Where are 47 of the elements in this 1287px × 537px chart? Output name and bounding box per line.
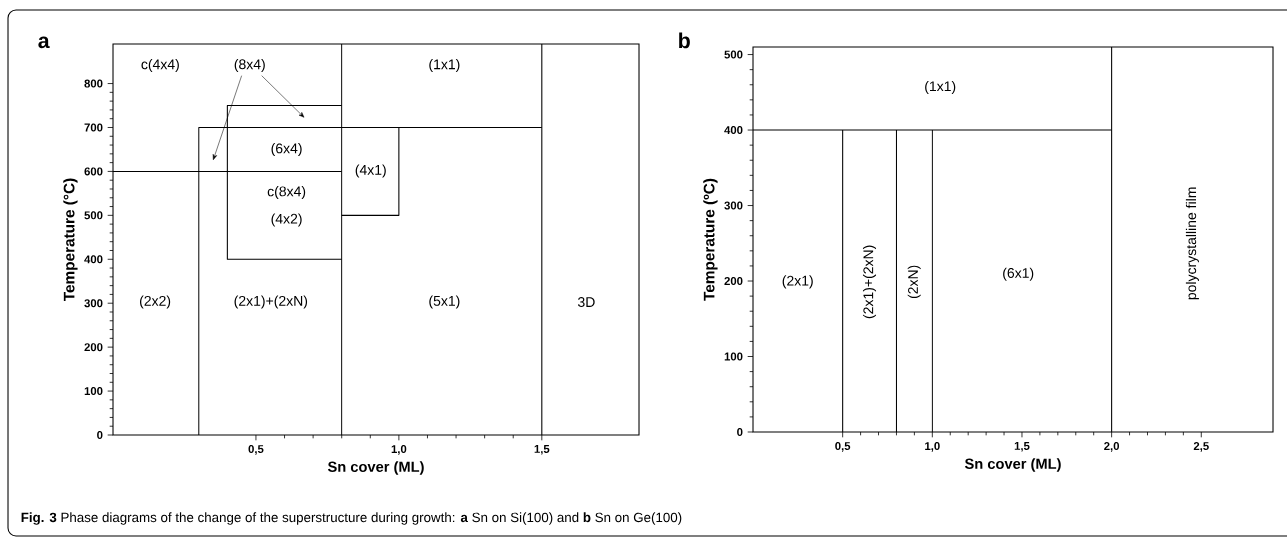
annotation: (2x2) xyxy=(140,295,171,309)
annotation: 3D xyxy=(577,297,595,308)
y-axis-title: Temperature (°C) xyxy=(63,178,78,302)
y-tick-label: 800 xyxy=(84,79,103,88)
x-tick-label: 1,0 xyxy=(391,445,407,455)
x-tick-label: 0,5 xyxy=(835,442,851,452)
y-tick-label: 200 xyxy=(84,343,103,352)
annotation: (6x4) xyxy=(271,143,302,157)
y-tick-label: 600 xyxy=(84,167,103,176)
annotation: (2x1)+(2xN) xyxy=(862,245,877,319)
annotation: polycrystalline film xyxy=(1185,187,1199,300)
y-tick-label: 400 xyxy=(84,255,103,264)
y-tick-label: 0 xyxy=(737,428,743,437)
annotation: (2xN) xyxy=(907,265,921,299)
y-tick-label: 500 xyxy=(724,50,743,59)
text: Fig. 3 Phase diagrams of the change of the superstructure during growth: a Sn on Si(100) and b Sn on Ge(100) xyxy=(21,512,682,525)
y-tick-label: 100 xyxy=(724,352,743,361)
chart-title: a xyxy=(38,36,50,49)
annotation: (2x1) xyxy=(782,275,813,289)
y-tick-label: 400 xyxy=(724,126,743,135)
y-tick-label: 700 xyxy=(84,123,103,132)
annotation: c(4x4) xyxy=(141,59,179,73)
annotation: (1x1) xyxy=(429,59,460,73)
y-tick-label: 200 xyxy=(724,277,743,286)
y-tick-label: 0 xyxy=(97,431,103,440)
y-tick-label: 100 xyxy=(84,387,103,396)
annotation: (6x1) xyxy=(1003,267,1034,281)
annotation: (8x4) xyxy=(234,59,265,73)
annotation: (5x1) xyxy=(429,295,460,309)
annotation: (4x1) xyxy=(355,164,386,178)
x-tick-label: 1,5 xyxy=(534,445,550,455)
x-tick-label: 1,5 xyxy=(1014,442,1030,452)
x-tick-label: 2,0 xyxy=(1104,442,1120,452)
annotation: c(8x4) xyxy=(267,186,306,200)
y-tick-label: 500 xyxy=(84,211,103,220)
y-tick-label: 300 xyxy=(84,299,103,308)
annotation: (4x2) xyxy=(271,213,302,227)
chart-title: b xyxy=(679,32,690,49)
x-tick-label: 0,5 xyxy=(248,445,264,455)
annotation: (1x1) xyxy=(925,80,956,94)
x-tick-label: 2,5 xyxy=(1193,442,1209,452)
x-tick-label: 1,0 xyxy=(925,442,940,452)
annotation: (2x1)+(2xN) xyxy=(234,295,308,309)
y-axis-title: Temperature (ºC) xyxy=(703,178,718,301)
x-axis-title: Sn cover (ML) xyxy=(327,461,424,475)
y-tick-label: 300 xyxy=(724,201,743,210)
x-axis-title: Sn cover (ML) xyxy=(964,458,1061,472)
